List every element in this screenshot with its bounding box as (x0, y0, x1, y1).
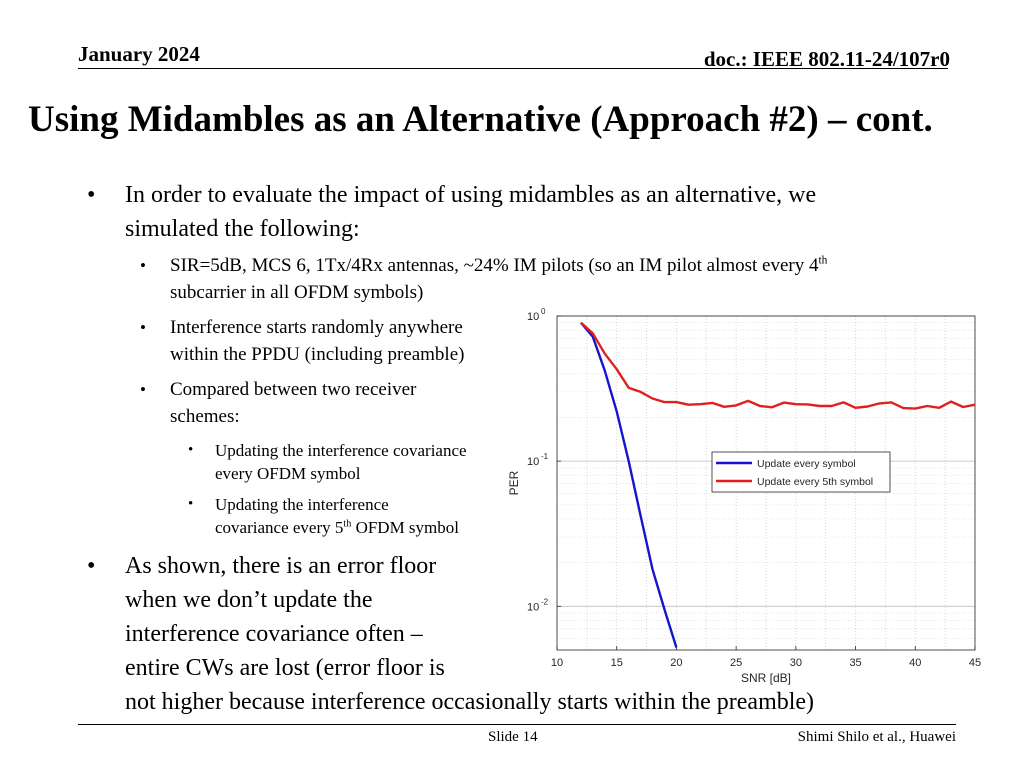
x-tick-label: 35 (849, 657, 861, 669)
sub-sub-bullet-2-text: covariance every 5 (215, 518, 344, 537)
y-tick-label-exponent: -2 (541, 597, 549, 606)
x-tick-label: 10 (551, 657, 563, 669)
sub-bullet-2-line-1: Interference starts randomly anywhere (170, 317, 463, 338)
header-date: January 2024 (78, 42, 200, 66)
axes-frame (556, 315, 976, 651)
bullet-2-line-2: when we don’t update the (125, 587, 373, 613)
sub-sub-bullet-2-line-2: covariance every 5th OFDM symbol (215, 516, 459, 539)
sub-bullet-2-line-2: within the PPDU (including preamble) (170, 344, 465, 365)
sub-sub-bullet-1: • Updating the interference covariance e… (188, 439, 467, 485)
legend-label: Update every symbol (757, 458, 856, 470)
footer-slide-number: Slide 14 (488, 729, 538, 745)
x-tick-label: 30 (790, 657, 802, 669)
sub-bullet-1-text: SIR=5dB, MCS 6, 1Tx/4Rx antennas, ~24% I… (170, 255, 819, 276)
x-tick-label: 40 (909, 657, 921, 669)
bullet-1-line-2: simulated the following: (125, 216, 360, 242)
sub-sub-bullet-1-line-2: every OFDM symbol (215, 464, 361, 483)
bullet-dot: • (87, 182, 96, 208)
y-tick-label-base: 10 (527, 456, 539, 468)
sub-sub-bullet-2-line-1: Updating the interference (215, 495, 389, 514)
sub-bullet-1-line-2: subcarrier in all OFDM symbols) (170, 282, 424, 303)
x-tick-label: 45 (969, 657, 981, 669)
legend-label: Update every 5th symbol (757, 476, 873, 488)
bullet-dot: • (87, 553, 96, 579)
x-tick-label: 25 (730, 657, 742, 669)
sub-bullet-3-line-1: Compared between two receiver (170, 379, 417, 400)
bullet-dot: • (140, 318, 146, 337)
sub-bullet-3: • Compared between two receiver schemes: (140, 376, 417, 430)
x-axis-label: SNR [dB] (741, 671, 791, 685)
series-line-2 (580, 321, 976, 410)
y-tick-label-exponent: 0 (541, 307, 546, 316)
bullet-dot: • (140, 380, 146, 399)
x-tick-label: 20 (670, 657, 682, 669)
bullet-1-line-1: In order to evaluate the impact of using… (125, 182, 817, 208)
bullet-2-line-1: As shown, there is an error floor (125, 553, 437, 579)
sub-sub-bullet-1-line-1: Updating the interference covariance (215, 441, 467, 460)
legend-box (711, 451, 891, 493)
slide-title: Using Midambles as an Alternative (Appro… (28, 99, 933, 140)
sub-sub-bullet-2-text-end: OFDM symbol (351, 518, 459, 537)
y-tick-label-exponent: -1 (541, 452, 549, 461)
sub-bullet-1: • SIR=5dB, MCS 6, 1Tx/4Rx antennas, ~24%… (140, 252, 827, 306)
bullet-2: • As shown, there is an error floor when… (87, 549, 815, 719)
bullet-dot: • (188, 442, 194, 458)
x-tick-label: 15 (611, 657, 623, 669)
bullet-2-line-3: interference covariance often – (125, 621, 423, 647)
y-tick-label-base: 10 (527, 311, 539, 323)
bullet-1: • In order to evaluate the impact of usi… (87, 178, 817, 246)
series-line-1 (579, 321, 678, 648)
sub-bullet-3-line-2: schemes: (170, 406, 240, 427)
superscript-th: th (343, 518, 352, 530)
bullet-2-line-5: not higher because interference occasion… (125, 689, 815, 715)
bullet-2-line-4: entire CWs are lost (error floor is (125, 655, 445, 681)
header-doc-id: doc.: IEEE 802.11-24/107r0 (703, 47, 950, 71)
sub-bullet-2: • Interference starts randomly anywhere … (140, 314, 465, 368)
y-tick-label-base: 10 (527, 601, 539, 613)
bullet-dot: • (140, 256, 146, 275)
bullet-dot: • (188, 496, 194, 512)
footer-author: Shimi Shilo et al., Huawei (797, 729, 956, 745)
y-axis-label: PER (507, 470, 521, 495)
superscript-th: th (818, 254, 828, 267)
sub-sub-bullet-2: • Updating the interference covariance e… (188, 493, 459, 539)
header-divider (78, 68, 948, 69)
sub-bullet-1-line-1: SIR=5dB, MCS 6, 1Tx/4Rx antennas, ~24% I… (170, 252, 827, 279)
footer-divider (78, 724, 956, 725)
